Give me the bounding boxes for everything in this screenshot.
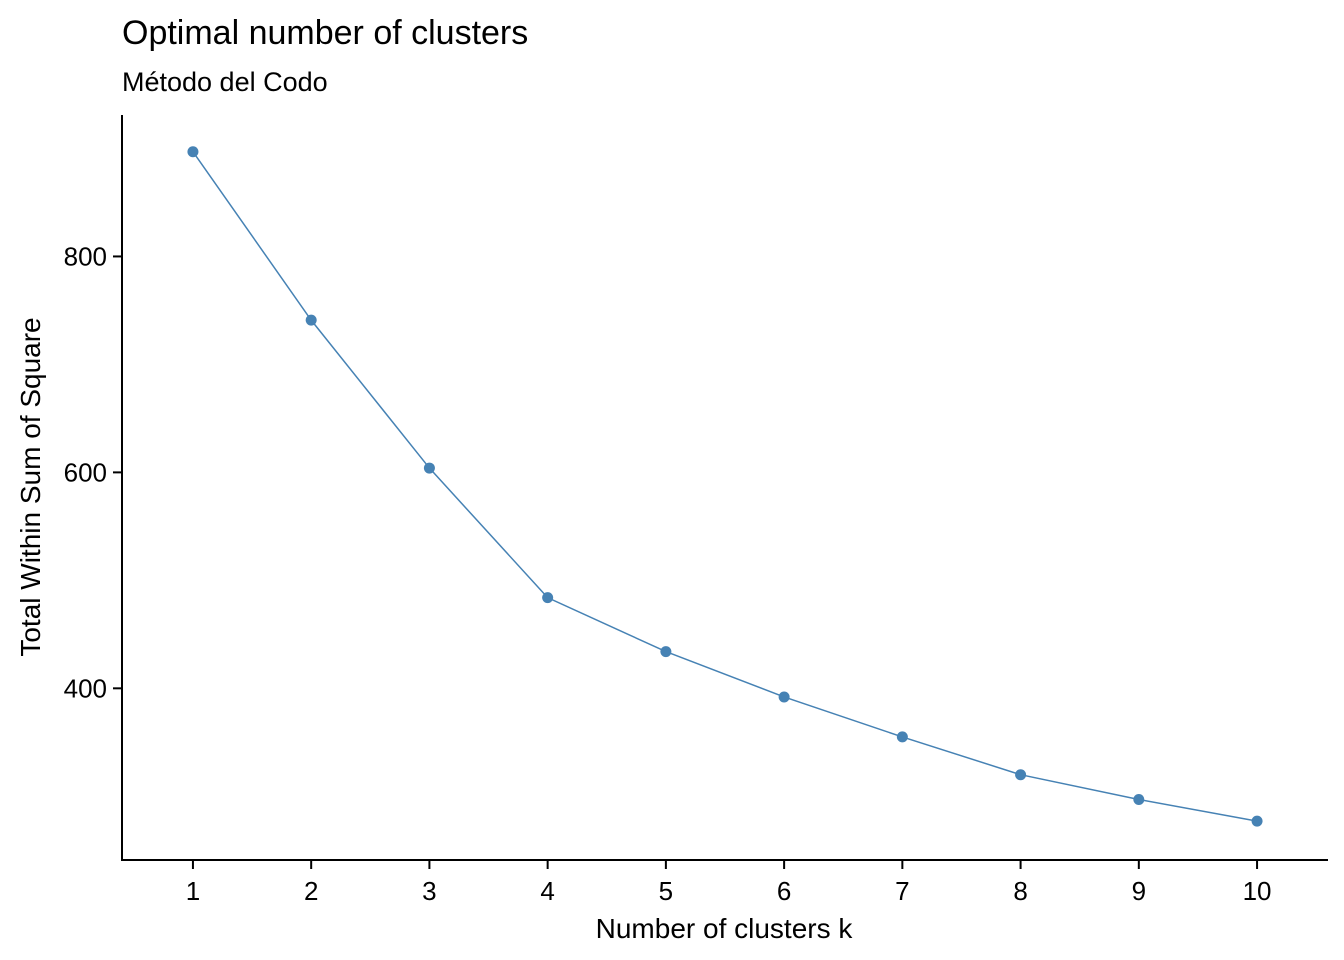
x-tick-label: 7 xyxy=(895,876,909,906)
data-point xyxy=(896,731,908,743)
data-point xyxy=(305,314,317,326)
data-point xyxy=(423,462,435,474)
x-tick-label: 3 xyxy=(422,876,436,906)
data-point xyxy=(778,691,790,703)
series-line xyxy=(192,151,1258,822)
chart-subtitle: Método del Codo xyxy=(122,67,328,97)
x-tick-label: 5 xyxy=(659,876,673,906)
x-tick-label: 2 xyxy=(304,876,318,906)
x-tick-label: 6 xyxy=(777,876,791,906)
data-point xyxy=(542,592,554,604)
x-tick-label: 9 xyxy=(1132,876,1146,906)
y-ticks: 400 600 800 xyxy=(64,241,122,703)
chart-title: Optimal number of clusters xyxy=(122,14,528,52)
data-point xyxy=(1015,769,1027,781)
data-point xyxy=(187,146,199,158)
y-tick-label: 600 xyxy=(64,457,107,487)
x-tick-label: 10 xyxy=(1243,876,1272,906)
x-axis-title: Number of clusters k xyxy=(596,913,854,944)
axes xyxy=(121,115,1328,861)
y-axis-title: Total Within Sum of Square xyxy=(15,317,46,656)
data-point xyxy=(1251,815,1263,827)
x-tick-label: 4 xyxy=(540,876,554,906)
series xyxy=(187,146,1263,827)
data-point xyxy=(660,646,672,658)
data-point xyxy=(1133,794,1145,806)
y-tick-label: 800 xyxy=(64,241,107,271)
x-tick-label: 8 xyxy=(1013,876,1027,906)
x-ticks: 1 2 3 4 5 6 7 8 9 10 xyxy=(186,860,1272,906)
x-tick-label: 1 xyxy=(186,876,200,906)
y-tick-label: 400 xyxy=(64,673,107,703)
